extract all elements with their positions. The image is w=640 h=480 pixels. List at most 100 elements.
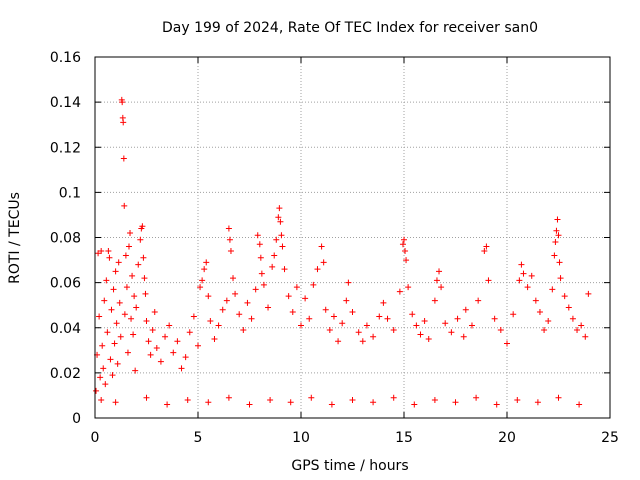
data-point — [254, 232, 261, 239]
data-point — [123, 284, 130, 291]
tick-labels: 0 5 10 15 20 25 0 0.02 0.04 0.06 0.08 0.1 0.12 0.14 0.… — [50, 50, 619, 446]
data-point — [252, 286, 259, 293]
data-point — [289, 308, 296, 315]
data-point — [551, 252, 558, 259]
data-point — [431, 297, 438, 304]
x-tick-label: 20 — [498, 430, 516, 446]
axis-ticks — [94, 56, 611, 419]
data-point — [258, 270, 265, 277]
data-point — [576, 401, 583, 408]
y-tick-label: 0.12 — [50, 140, 81, 156]
data-point — [565, 304, 572, 311]
data-point — [553, 227, 560, 234]
data-point — [425, 336, 432, 343]
data-point — [339, 320, 346, 327]
data-point — [343, 297, 350, 304]
data-point — [164, 401, 171, 408]
grid-lines — [95, 57, 610, 418]
y-axis-label: ROTI / TECUs — [7, 192, 23, 284]
data-point — [536, 308, 543, 315]
data-point — [302, 295, 309, 302]
data-point — [514, 396, 521, 403]
data-point — [396, 288, 403, 295]
data-point — [120, 119, 127, 126]
data-point — [454, 315, 461, 322]
data-point — [244, 299, 251, 306]
data-point — [516, 277, 523, 284]
x-tick-label: 15 — [395, 430, 413, 446]
data-point — [93, 387, 100, 394]
data-point — [405, 284, 412, 291]
data-point — [104, 329, 111, 336]
data-point — [114, 360, 121, 367]
x-tick-label: 5 — [194, 430, 203, 446]
x-tick-label: 0 — [91, 430, 100, 446]
data-point — [545, 317, 552, 324]
data-point — [99, 342, 106, 349]
data-point — [108, 306, 115, 313]
data-point — [349, 396, 356, 403]
data-point — [473, 394, 480, 401]
data-point — [413, 322, 420, 329]
y-tick-label: 0 — [72, 411, 81, 427]
data-point — [265, 304, 272, 311]
data-point — [438, 284, 445, 291]
data-point — [314, 266, 321, 273]
data-point — [399, 241, 406, 248]
data-point — [552, 239, 559, 246]
data-point — [279, 243, 286, 250]
data-point — [170, 349, 177, 356]
data-point — [203, 259, 210, 266]
data-point — [112, 399, 119, 406]
data-point — [287, 399, 294, 406]
data-point — [248, 315, 255, 322]
data-point — [345, 279, 352, 286]
x-axis-label: GPS time / hours — [291, 458, 408, 474]
data-point — [497, 327, 504, 334]
plot-frame — [94, 56, 611, 419]
data-point — [101, 297, 108, 304]
data-point — [384, 315, 391, 322]
data-point — [137, 236, 144, 243]
data-point — [555, 232, 562, 239]
data-point — [190, 313, 197, 320]
data-point — [277, 218, 284, 225]
data-point — [281, 266, 288, 273]
data-point — [121, 202, 128, 209]
data-point — [107, 356, 114, 363]
data-point — [518, 261, 525, 268]
data-point — [225, 225, 232, 232]
data-point — [111, 340, 118, 347]
data-point — [401, 236, 407, 243]
data-point — [448, 329, 455, 336]
data-point — [278, 232, 285, 239]
data-point — [468, 322, 475, 329]
data-point — [390, 394, 397, 401]
data-point — [403, 257, 410, 264]
data-point — [240, 327, 247, 334]
data-point — [130, 331, 137, 338]
data-point — [121, 311, 128, 318]
data-point — [110, 286, 117, 293]
data-point — [211, 336, 218, 343]
data-point — [370, 333, 377, 340]
data-point — [370, 399, 377, 406]
data-point — [578, 322, 585, 329]
data-point — [267, 396, 274, 403]
data-point — [199, 277, 206, 284]
data-point — [561, 293, 568, 300]
data-point — [205, 293, 212, 300]
data-point — [306, 315, 313, 322]
data-point — [528, 272, 535, 279]
data-point — [140, 254, 147, 261]
data-point — [139, 223, 146, 230]
data-point — [151, 308, 158, 315]
y-tick-label: 0.06 — [50, 276, 81, 292]
data-point — [431, 396, 438, 403]
data-point — [534, 399, 541, 406]
data-point — [475, 297, 482, 304]
data-points — [93, 96, 592, 408]
data-point — [205, 399, 212, 406]
data-point — [232, 290, 239, 297]
data-point — [195, 342, 201, 349]
